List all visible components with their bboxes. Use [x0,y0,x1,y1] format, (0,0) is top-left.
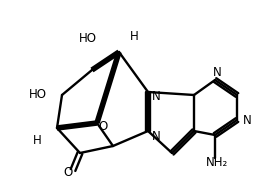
Text: NH₂: NH₂ [206,157,228,169]
Text: N: N [152,130,161,142]
Text: O: O [98,121,108,134]
Text: HO: HO [29,88,47,100]
Text: H: H [33,134,41,146]
Text: O: O [63,165,73,178]
Text: N: N [152,91,161,103]
Text: N: N [243,114,252,127]
Text: HO: HO [79,31,97,45]
Text: N: N [213,66,221,79]
Text: H: H [130,31,138,43]
